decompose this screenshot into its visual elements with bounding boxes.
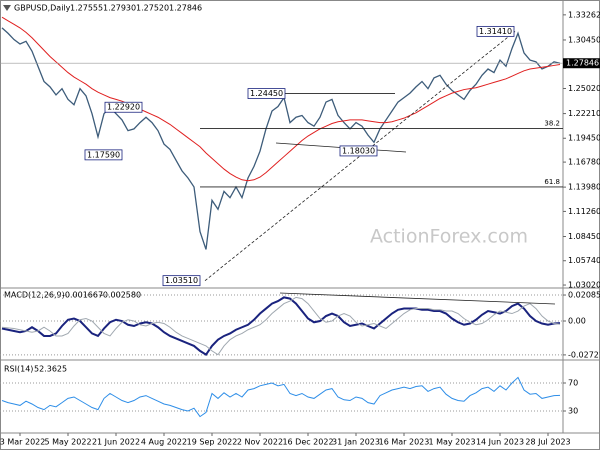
annotation-label: 1.17590 bbox=[87, 150, 120, 159]
series-line bbox=[1, 376, 561, 418]
series-line bbox=[1, 16, 561, 182]
annotation-label: 1.24450 bbox=[250, 89, 283, 98]
series-line bbox=[1, 27, 561, 250]
annotation-box bbox=[162, 275, 201, 287]
y-tick-label: 1.05740 bbox=[568, 256, 600, 265]
x-tick-label: 1 May 2023 bbox=[428, 438, 475, 447]
annotation-box bbox=[339, 145, 378, 157]
x-tick-label: 5 May 2022 bbox=[44, 438, 91, 447]
x-tick-label: 16 Mar 2023 bbox=[379, 438, 430, 447]
menu-icon bbox=[3, 5, 11, 11]
series-line bbox=[1, 296, 561, 356]
y-tick-label: 1.08450 bbox=[568, 232, 600, 241]
annotation-label: 1.03510 bbox=[165, 276, 198, 285]
y-tick-label: -0.027213 bbox=[568, 350, 600, 359]
chart-title: GBPUSD,Daily bbox=[14, 4, 71, 13]
x-tick-label: 23 Mar 2022 bbox=[0, 438, 45, 447]
y-tick-label: 0.020858 bbox=[568, 291, 600, 300]
ohlc-readout: 1.27555 bbox=[70, 4, 103, 13]
x-tick-label: 16 Dec 2022 bbox=[282, 438, 333, 447]
y-tick-label: 1.19450 bbox=[568, 134, 600, 143]
last-price-label: 1.27846 bbox=[566, 59, 599, 68]
ohlc-readout: 1.27520 bbox=[136, 4, 169, 13]
y-tick-label: 1.13980 bbox=[568, 183, 600, 192]
x-tick-label: 2 Nov 2022 bbox=[237, 438, 283, 447]
last-price-box bbox=[563, 58, 600, 69]
annotation-label: 1.22920 bbox=[107, 103, 140, 112]
y-tick-label: 1.11260 bbox=[568, 207, 600, 216]
rsi-readout: 52.3625 bbox=[34, 365, 67, 374]
annotation-label: 1.31410 bbox=[479, 27, 512, 36]
x-tick-label: 31 Jan 2023 bbox=[332, 438, 380, 447]
rsi-title: RSI(14) bbox=[4, 365, 33, 374]
y-tick-label: 1.30450 bbox=[568, 35, 600, 44]
annotation-box bbox=[84, 149, 123, 161]
x-tick-label: 28 Jul 2023 bbox=[525, 438, 570, 447]
y-tick-label: 30 bbox=[568, 407, 578, 416]
y-tick-label: 1.33262 bbox=[568, 10, 600, 19]
series-line bbox=[1, 296, 561, 356]
fib-label: 38.2 bbox=[544, 119, 560, 127]
trendline bbox=[204, 31, 516, 281]
y-tick-label: 1.03020 bbox=[568, 281, 600, 290]
fib-label: 61.8 bbox=[544, 178, 560, 186]
macd-readout: -0.001667 bbox=[62, 291, 103, 300]
y-tick-label: 1.22210 bbox=[568, 109, 600, 118]
annotation-label: 1.18030 bbox=[342, 146, 375, 155]
annotation-box bbox=[104, 101, 143, 113]
x-tick-label: 14 Jun 2023 bbox=[476, 438, 524, 447]
x-tick-label: 19 Sep 2022 bbox=[187, 438, 238, 447]
x-tick-label: 21 Jun 2022 bbox=[92, 438, 140, 447]
annotation-box bbox=[476, 25, 515, 37]
y-tick-label: 1.25020 bbox=[568, 84, 600, 93]
macd-readout: -0.002580 bbox=[100, 291, 141, 300]
macd-title: MACD(12,26,9) bbox=[4, 291, 65, 300]
x-tick-label: 4 Aug 2022 bbox=[141, 438, 187, 447]
watermark: ActionForex.com bbox=[370, 226, 528, 248]
ohlc-readout: 1.27846 bbox=[169, 4, 202, 13]
y-tick-label: 0.00 bbox=[568, 317, 586, 326]
ohlc-readout: 1.27930 bbox=[103, 4, 136, 13]
annotation-box bbox=[247, 88, 286, 99]
y-tick-label: 1.16780 bbox=[568, 158, 600, 167]
macd-trendline bbox=[279, 292, 556, 305]
y-tick-label: 70 bbox=[568, 379, 578, 388]
